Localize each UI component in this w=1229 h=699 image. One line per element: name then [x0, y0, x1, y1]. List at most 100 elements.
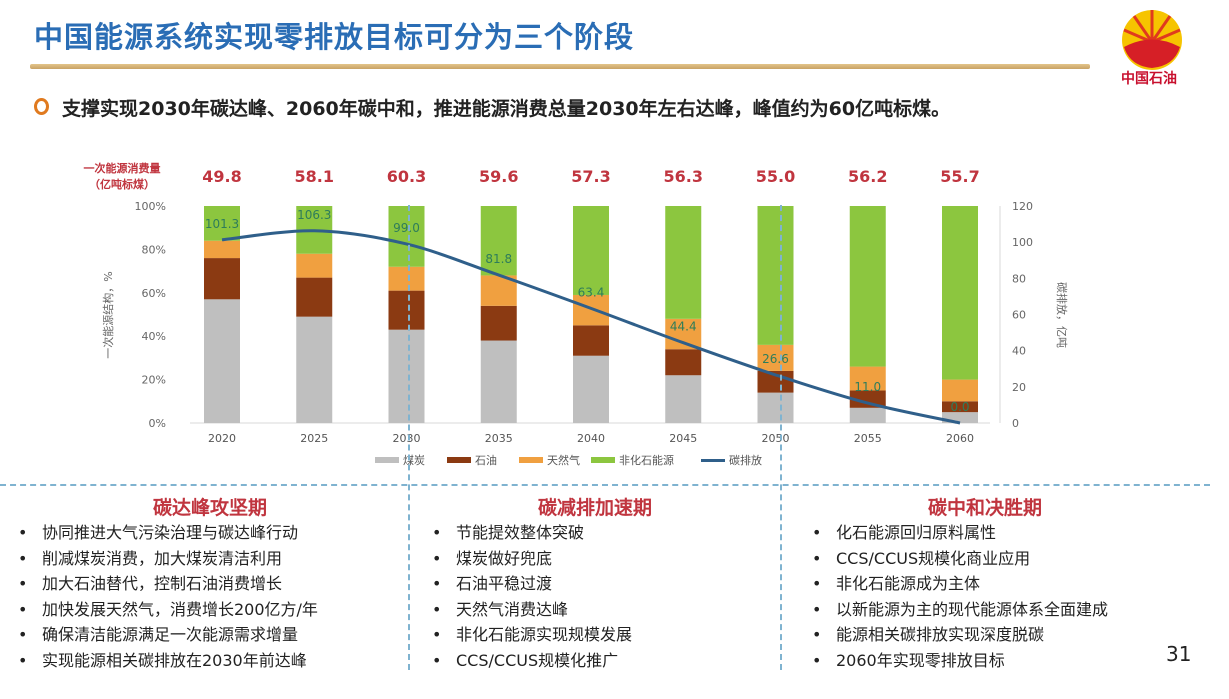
- y-tick-label: 60%: [142, 287, 166, 300]
- emission-label: 26.6: [762, 352, 789, 366]
- energy-structure-chart: 0%20%40%60%80%100%020406080100120一次能源结构，…: [84, 161, 1070, 467]
- legend-swatch: [519, 457, 543, 463]
- bar-石油-2040: [573, 325, 609, 356]
- y2-axis-label: 碳排放，亿吨: [1055, 282, 1069, 348]
- bar-非化石能源-2060: [942, 206, 978, 380]
- emission-label: 106.3: [297, 208, 331, 222]
- total-label-unit: （亿吨标煤）: [89, 177, 155, 191]
- bar-非化石能源-2040: [573, 206, 609, 295]
- total-value: 55.0: [756, 167, 795, 186]
- bar-天然气-2025: [296, 253, 333, 278]
- bar-石油-2020: [204, 258, 240, 300]
- bar-天然气-2050: [757, 344, 794, 371]
- y2-tick-label: 100: [1012, 236, 1033, 249]
- list-item: 2060年实现零排放目标: [812, 648, 1108, 674]
- x-tick-label: 2055: [854, 432, 882, 445]
- legend-swatch: [375, 457, 399, 463]
- cnpc-logo-icon: [1122, 10, 1182, 70]
- bar-石油-2025: [296, 277, 333, 317]
- panel-title-peak: 碳达峰攻坚期: [152, 497, 267, 519]
- panel-list-acceleration: 节能提效整体突破 煤炭做好兜底 石油平稳过渡 天然气消费达峰 非化石能源实现规模…: [432, 520, 632, 673]
- bar-煤炭-2045: [665, 375, 702, 423]
- x-tick-label: 2045: [669, 432, 697, 445]
- list-item: 削减煤炭消费，加大煤炭清洁利用: [18, 546, 318, 572]
- bar-石油-2060: [942, 401, 978, 413]
- bar-非化石能源-2035: [480, 206, 517, 276]
- list-item: CCS/CCUS规模化商业应用: [812, 546, 1108, 572]
- x-tick-label: 2025: [300, 432, 328, 445]
- y2-tick-label: 40: [1012, 345, 1026, 358]
- total-value: 56.2: [848, 167, 887, 186]
- panel-list-neutrality: 化石能源回归原料属性 CCS/CCUS规模化商业应用 非化石能源成为主体 以新能…: [812, 520, 1108, 673]
- y-tick-label: 0%: [149, 417, 166, 430]
- bar-非化石能源-2050: [757, 206, 794, 345]
- y-tick-label: 40%: [142, 330, 166, 343]
- list-item: 确保清洁能源满足一次能源需求增量: [18, 622, 318, 648]
- emission-label: 11.0: [854, 380, 881, 394]
- bar-煤炭-2035: [480, 340, 517, 423]
- bullet-icon: [34, 98, 49, 115]
- total-label: 一次能源消费量: [84, 161, 161, 175]
- slide-subtitle: 支撑实现2030年碳达峰、2060年碳中和，推进能源消费总量2030年左右达峰，…: [62, 98, 951, 120]
- legend-label: 碳排放: [729, 453, 762, 467]
- emission-label: 101.3: [205, 217, 239, 231]
- bar-煤炭-2060: [942, 412, 978, 423]
- y-axis-label: 一次能源结构，%: [101, 271, 115, 358]
- y-tick-label: 80%: [142, 243, 166, 256]
- title-divider: [30, 64, 1090, 69]
- list-item: 石油平稳过渡: [432, 571, 632, 597]
- legend-swatch: [447, 457, 471, 463]
- legend-swatch-line: [701, 459, 725, 462]
- bar-石油-2045: [665, 349, 702, 376]
- bar-非化石能源-2055: [849, 206, 886, 367]
- bar-天然气-2060: [942, 379, 978, 402]
- list-item: 能源相关碳排放实现深度脱碳: [812, 622, 1108, 648]
- bar-非化石能源-2030: [388, 206, 425, 267]
- list-item: CCS/CCUS规模化推广: [432, 648, 632, 674]
- bar-非化石能源-2045: [665, 206, 702, 319]
- y2-tick-label: 20: [1012, 381, 1026, 394]
- total-value: 56.3: [664, 167, 703, 186]
- total-value: 55.7: [940, 167, 979, 186]
- logo-text: 中国石油: [1121, 71, 1177, 87]
- bar-天然气-2030: [388, 266, 425, 291]
- bar-煤炭-2020: [204, 299, 240, 423]
- y2-tick-label: 80: [1012, 272, 1026, 285]
- page-number: 31: [1166, 642, 1192, 666]
- x-tick-label: 2060: [946, 432, 974, 445]
- legend-label: 天然气: [547, 453, 580, 467]
- y2-tick-label: 60: [1012, 309, 1026, 322]
- emission-label: 0.0: [950, 400, 969, 414]
- slide-title: 中国能源系统实现零排放目标可分为三个阶段: [34, 20, 635, 54]
- y2-tick-label: 0: [1012, 417, 1019, 430]
- panel-title-acceleration: 碳减排加速期: [537, 497, 652, 519]
- panel-title-neutrality: 碳中和决胜期: [927, 497, 1042, 519]
- bar-天然气-2055: [849, 366, 886, 391]
- bar-煤炭-2025: [296, 316, 333, 423]
- horizontal-divider: [0, 484, 1210, 486]
- bar-石油-2030: [388, 290, 425, 330]
- y-tick-label: 100%: [135, 200, 166, 213]
- emission-label: 81.8: [485, 252, 512, 266]
- legend-label: 煤炭: [403, 454, 425, 467]
- list-item: 协同推进大气污染治理与碳达峰行动: [18, 520, 318, 546]
- y-tick-label: 20%: [142, 374, 166, 387]
- list-item: 加大石油替代，控制石油消费增长: [18, 571, 318, 597]
- legend-label: 石油: [475, 453, 497, 467]
- emission-line: [221, 229, 961, 425]
- bar-煤炭-2030: [388, 329, 425, 423]
- bar-石油-2035: [480, 305, 517, 341]
- list-item: 化石能源回归原料属性: [812, 520, 1108, 546]
- x-tick-label: 2040: [577, 432, 605, 445]
- bar-天然气-2040: [573, 294, 609, 326]
- y2-tick-label: 120: [1012, 200, 1033, 213]
- panel-list-peak: 协同推进大气污染治理与碳达峰行动 削减煤炭消费，加大煤炭清洁利用 加大石油替代，…: [18, 520, 318, 673]
- x-tick-label: 2020: [208, 432, 236, 445]
- bar-煤炭-2040: [573, 355, 609, 423]
- total-value: 58.1: [295, 167, 334, 186]
- emission-label: 44.4: [670, 320, 697, 334]
- divider-2030: [408, 205, 410, 670]
- emission-label: 99.0: [393, 221, 420, 235]
- total-value: 59.6: [479, 167, 518, 186]
- bar-煤炭-2055: [849, 407, 886, 423]
